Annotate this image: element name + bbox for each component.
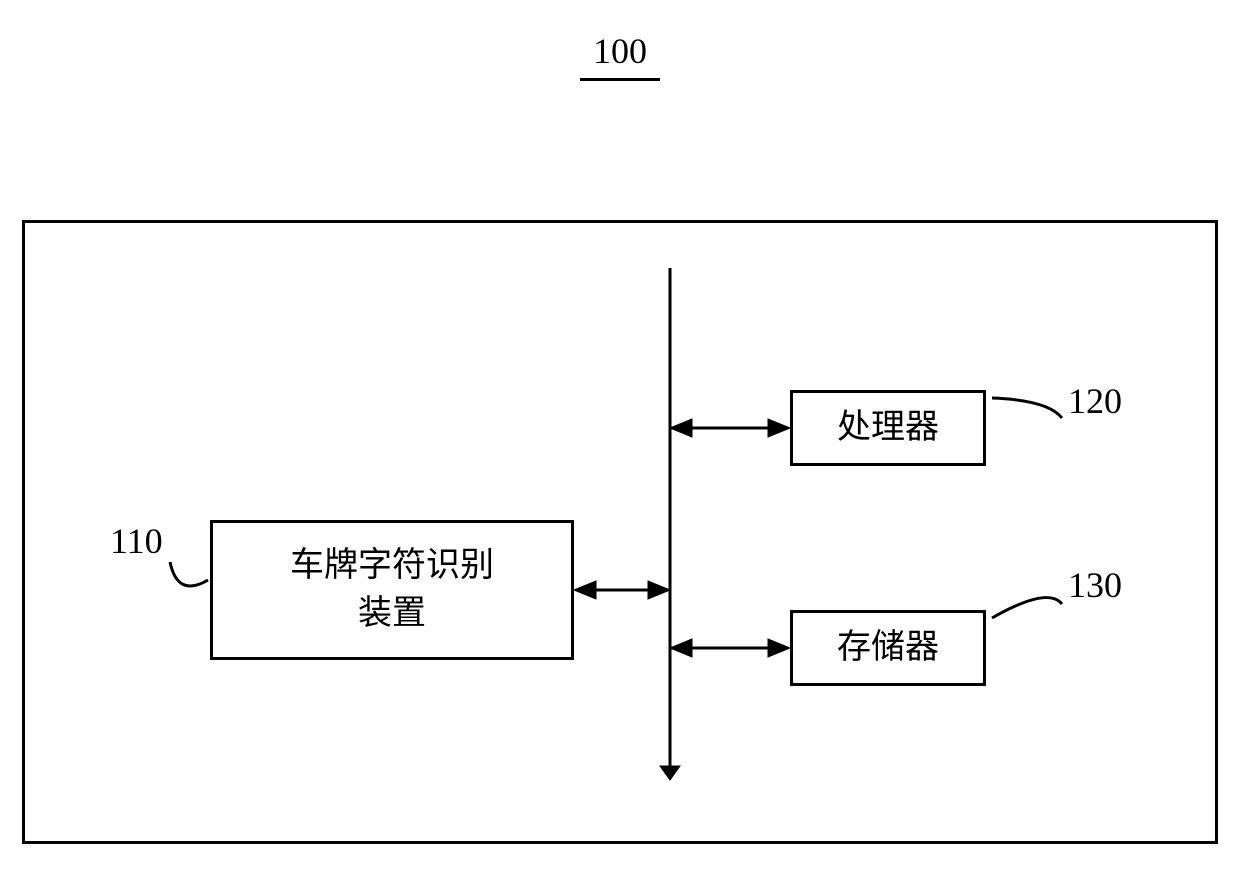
diagram-connectors [0, 0, 1240, 888]
